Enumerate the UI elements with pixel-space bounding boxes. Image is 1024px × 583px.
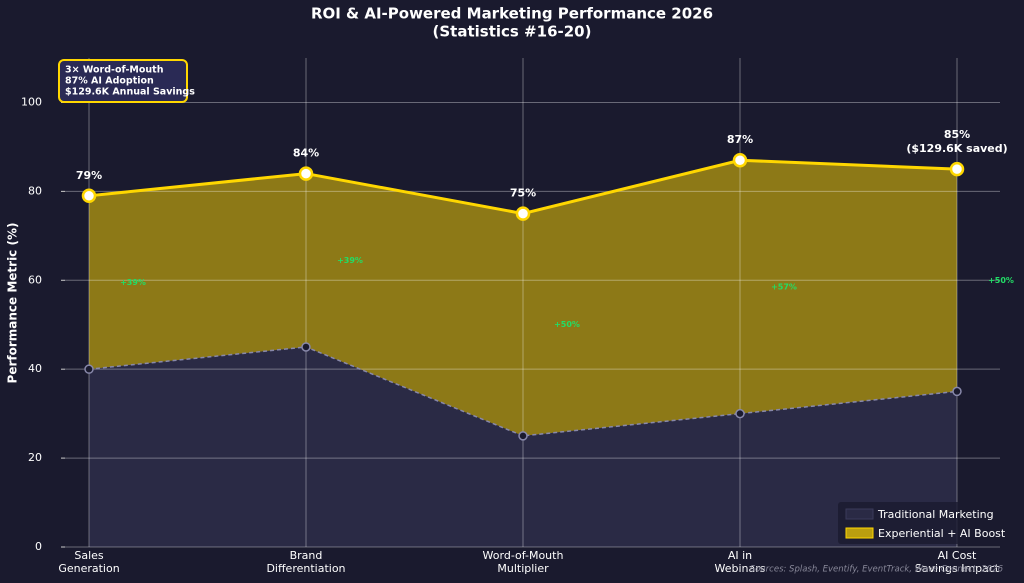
legend-swatch bbox=[845, 508, 874, 520]
legend-label: Traditional Marketing bbox=[877, 508, 994, 521]
legend-box bbox=[838, 502, 1000, 544]
point bbox=[952, 386, 962, 397]
point bbox=[298, 166, 314, 181]
point bbox=[732, 152, 748, 168]
chart-title: ROI & AI-Powered Marketing Performance 2… bbox=[311, 5, 713, 23]
area bbox=[89, 346, 957, 547]
gain-label: +50% bbox=[554, 320, 580, 329]
point bbox=[81, 188, 97, 204]
y-axis-label: Performance Metric (%) bbox=[6, 223, 20, 384]
y-tick-label: 40 bbox=[28, 362, 42, 375]
data-label: 79% bbox=[76, 169, 102, 182]
gain-label: +57% bbox=[771, 282, 797, 291]
y-tick-label: 20 bbox=[28, 451, 42, 464]
point bbox=[735, 408, 745, 419]
gain-label: +50% bbox=[988, 276, 1014, 285]
point bbox=[515, 206, 531, 221]
x-tick-label: AI in Webinars bbox=[714, 549, 765, 575]
area bbox=[89, 160, 957, 436]
line bbox=[88, 346, 958, 437]
point bbox=[949, 161, 965, 177]
annotation-text: $129.6K Annual Savings bbox=[65, 87, 195, 98]
x-tick-label: Sales Generation bbox=[58, 549, 119, 575]
source-note: Sources: Splash, Eventify, EventTrack, W… bbox=[750, 565, 1004, 575]
data-label: 84% bbox=[293, 147, 319, 160]
y-tick-label: 80 bbox=[28, 184, 42, 197]
legend-label: Experiential + AI Boost bbox=[878, 527, 1006, 540]
y-tick-label: 60 bbox=[28, 273, 42, 286]
point bbox=[84, 364, 94, 374]
gain-label: +39% bbox=[120, 278, 146, 287]
point bbox=[518, 431, 528, 441]
y-tick-label: 100 bbox=[21, 95, 42, 108]
chart-subtitle: (Statistics #16-20) bbox=[433, 23, 592, 41]
data-label: 87% bbox=[727, 133, 753, 146]
y-tick-label: 0 bbox=[35, 540, 42, 553]
x-tick-label: AI Cost Savings Impact bbox=[915, 549, 1000, 575]
annotation-box bbox=[58, 59, 188, 103]
point bbox=[301, 342, 311, 352]
x-tick-label: Word-of-Mouth Multiplier bbox=[483, 549, 564, 575]
annotation-text: 3× Word-of-Mouth bbox=[65, 65, 164, 76]
data-label: 85% ($129.6K saved) bbox=[906, 128, 1007, 155]
annotation-text: 87% AI Adoption bbox=[65, 76, 154, 87]
legend-swatch bbox=[845, 527, 874, 539]
data-label: 75% bbox=[510, 187, 536, 200]
gain-label: +39% bbox=[337, 256, 363, 265]
x-tick-label: Brand Differentiation bbox=[266, 549, 345, 575]
